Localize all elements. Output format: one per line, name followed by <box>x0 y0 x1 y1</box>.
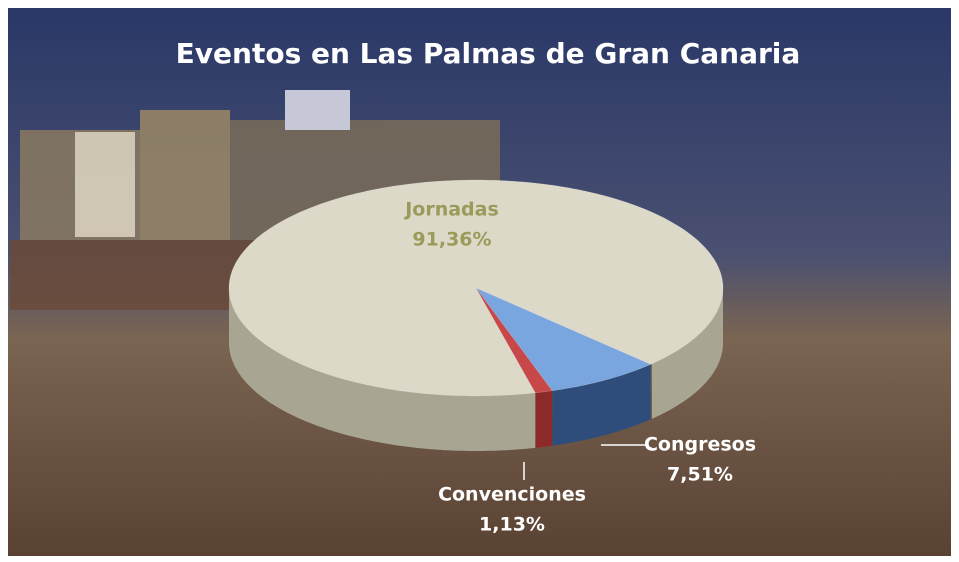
slice-wall <box>552 364 651 446</box>
slice-wall <box>229 288 536 451</box>
leader-line <box>601 444 656 451</box>
pie-walls <box>229 288 723 451</box>
slice-value-label: 7,51% <box>667 464 733 486</box>
slice <box>475 287 652 391</box>
slice-label: Congresos <box>644 434 756 456</box>
slice-label: Convenciones <box>438 484 586 506</box>
slice-label: Jornadas <box>403 199 499 221</box>
labels: Jornadas 91,36% Congresos 7,51% Convenciones… <box>403 199 756 536</box>
slice <box>475 287 553 394</box>
slice-wall <box>535 390 553 448</box>
slice-value-label: 1,13% <box>479 514 545 536</box>
pie-tops <box>228 179 724 397</box>
slice-wall <box>651 288 723 419</box>
chart-title: Eventos en Las Palmas de Gran Canaria <box>176 37 801 70</box>
slice-value-label: 91,36% <box>412 229 491 251</box>
